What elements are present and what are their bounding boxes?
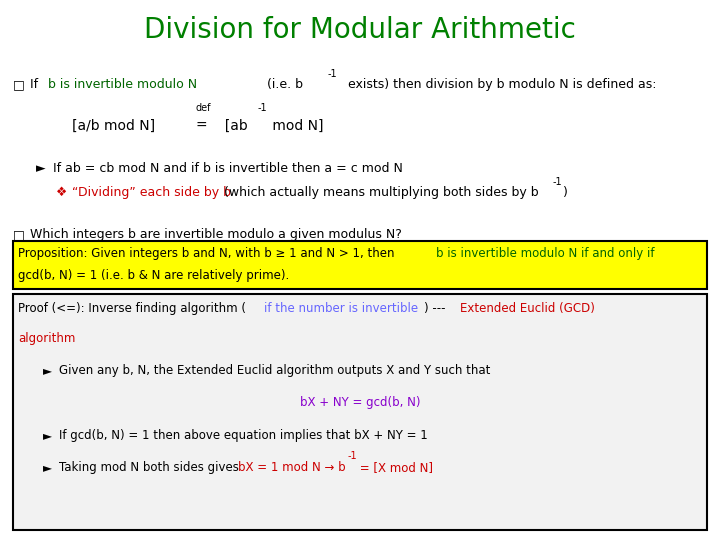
Text: (which actually means multiplying both sides by b: (which actually means multiplying both s… — [220, 186, 539, 199]
Bar — [13, 241, 707, 289]
Text: def: def — [196, 103, 212, 113]
Text: -1: -1 — [328, 69, 337, 79]
Text: ►: ► — [36, 162, 45, 175]
Text: = [X mod N]: = [X mod N] — [356, 461, 433, 474]
Text: Given any b, N, the Extended Euclid algorithm outputs X and Y such that: Given any b, N, the Extended Euclid algo… — [59, 364, 490, 377]
Text: If gcd(b, N) = 1 then above equation implies that bX + NY = 1: If gcd(b, N) = 1 then above equation imp… — [59, 429, 428, 442]
Text: □: □ — [13, 228, 24, 241]
Text: bX + NY = gcd(b, N): bX + NY = gcd(b, N) — [300, 396, 420, 409]
Text: bX = 1 mod N → b: bX = 1 mod N → b — [238, 461, 345, 474]
Text: =: = — [196, 119, 207, 133]
Text: -1: -1 — [347, 451, 356, 462]
Text: ►: ► — [43, 461, 52, 474]
Text: □: □ — [13, 78, 24, 91]
Text: Extended Euclid (GCD): Extended Euclid (GCD) — [460, 302, 595, 315]
Text: If ab = cb mod N and if b is invertible then a = c mod N: If ab = cb mod N and if b is invertible … — [53, 162, 402, 175]
Text: b is invertible modulo N if and only if: b is invertible modulo N if and only if — [436, 247, 654, 260]
Text: b is invertible modulo N: b is invertible modulo N — [48, 78, 197, 91]
Text: mod N]: mod N] — [268, 119, 323, 133]
Text: Taking mod N both sides gives: Taking mod N both sides gives — [59, 461, 243, 474]
Text: Which integers b are invertible modulo a given modulus N?: Which integers b are invertible modulo a… — [30, 228, 402, 241]
Bar — [13, 294, 707, 530]
Text: ❖: ❖ — [56, 186, 68, 199]
Text: ): ) — [563, 186, 568, 199]
Text: gcd(b, N) = 1 (i.e. b & N are relatively prime).: gcd(b, N) = 1 (i.e. b & N are relatively… — [18, 269, 289, 282]
Text: ►: ► — [43, 429, 52, 442]
Text: exists) then division by b modulo N is defined as:: exists) then division by b modulo N is d… — [344, 78, 657, 91]
Text: if the number is invertible: if the number is invertible — [264, 302, 418, 315]
Text: ) ---: ) --- — [424, 302, 449, 315]
Text: (i.e. b: (i.e. b — [263, 78, 303, 91]
Text: ►: ► — [43, 364, 52, 377]
Text: [ab: [ab — [216, 119, 248, 133]
Text: [a/b mod N]: [a/b mod N] — [72, 119, 155, 133]
Text: If: If — [30, 78, 42, 91]
Text: -1: -1 — [258, 103, 267, 113]
Text: “Dividing” each side by b: “Dividing” each side by b — [72, 186, 231, 199]
Text: -1: -1 — [552, 177, 562, 187]
Text: Proof (<=): Inverse finding algorithm (: Proof (<=): Inverse finding algorithm ( — [18, 302, 246, 315]
Text: Division for Modular Arithmetic: Division for Modular Arithmetic — [144, 16, 576, 44]
Text: algorithm: algorithm — [18, 332, 76, 345]
Text: Proposition: Given integers b and N, with b ≥ 1 and N > 1, then: Proposition: Given integers b and N, wit… — [18, 247, 398, 260]
